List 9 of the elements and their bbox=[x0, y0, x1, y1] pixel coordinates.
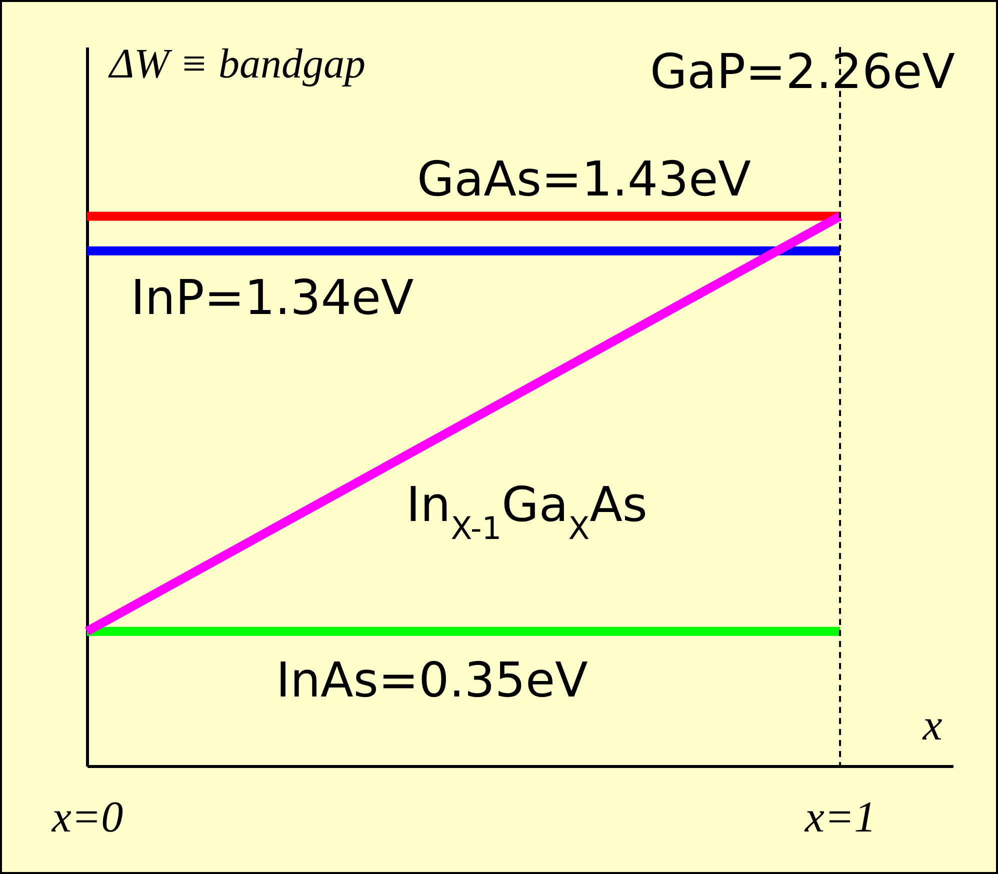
y-axis-title: ΔW ≡ bandgap bbox=[108, 42, 366, 88]
x-axis-title: x bbox=[922, 700, 943, 750]
annotation: InAs=0.35eV bbox=[276, 652, 588, 708]
annotation: In$_{X-1}$Ga$_{X}$As bbox=[406, 476, 648, 547]
x-tick-label: x=1 bbox=[804, 792, 876, 842]
x-tick-label: x=0 bbox=[50, 792, 124, 842]
text: GaP=2.26eV bbox=[650, 44, 956, 100]
annotation: GaAs=1.43eV bbox=[417, 151, 752, 208]
annotation: InP=1.34eV bbox=[130, 270, 414, 326]
